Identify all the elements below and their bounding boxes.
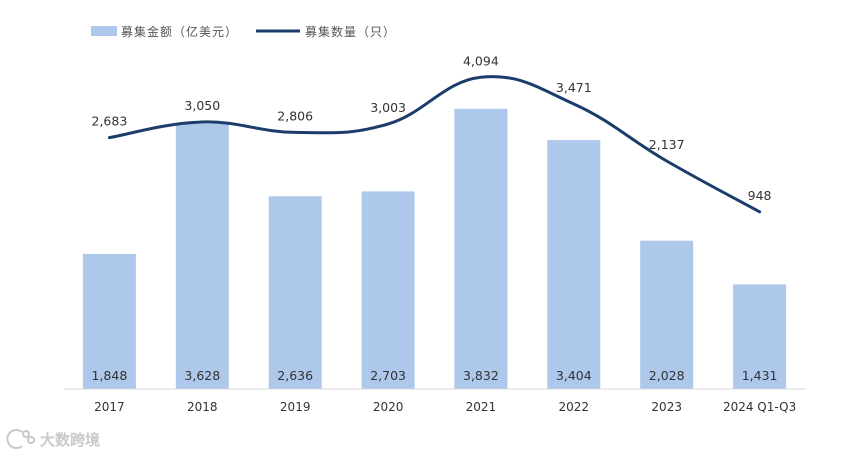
bar [175,123,229,390]
x-tick-label: 2020 [373,400,404,414]
watermark-logo: 大数跨境 [6,429,100,449]
bar [733,284,787,389]
x-tick-label: 2022 [559,400,590,414]
bar [82,253,136,389]
line-value-label: 2,806 [277,108,313,123]
x-tick-label: 2023 [651,400,682,414]
line-value-label: 2,683 [92,114,128,129]
x-tick-label: 2021 [466,400,497,414]
legend-line-label: 募集数量（只） [305,24,396,39]
line-series [107,75,762,214]
bar-data-labels: 1,848 3,628 2,636 2,703 3,832 3,404 2,028 1,431 [92,368,778,383]
bar-series [82,108,787,390]
bar-value-label: 3,404 [556,368,592,383]
bar-value-label: 1,431 [742,368,778,383]
bar-value-label: 3,628 [184,368,220,383]
line-value-label: 3,471 [556,80,592,95]
legend-bar-swatch [91,26,117,36]
x-tick-label: 2018 [187,400,218,414]
logo-text: 大数跨境 [40,431,100,449]
logo-icon [6,429,35,449]
line-value-label: 3,050 [184,98,220,113]
bar-value-label: 2,703 [370,368,406,383]
line-value-label: 3,003 [370,100,406,115]
bar-value-label: 2,636 [277,368,313,383]
line-value-label: 4,094 [463,53,499,68]
line-data-labels: 2,683 3,050 2,806 3,003 4,094 3,471 2,137 948 [92,53,772,203]
x-tick-label: 2019 [280,400,311,414]
line-value-label: 948 [748,188,772,203]
x-tick-label: 2017 [94,400,125,414]
bar [268,196,322,389]
legend-bar-label: 募集金额（亿美元） [121,24,238,39]
line-path [107,75,762,214]
bar-value-label: 1,848 [92,368,128,383]
x-axis-ticks: 2017 2018 2019 2020 2021 2022 2023 2024 Q1-Q3 [94,400,796,414]
line-value-label: 2,137 [649,137,685,152]
x-tick-label: 2024 Q1-Q3 [723,400,796,414]
bar [547,140,601,389]
bar-value-label: 2,028 [649,368,685,383]
bar-value-label: 3,832 [463,368,499,383]
bar [361,191,415,389]
bar [640,240,694,389]
bar [454,108,508,390]
legend: 募集金额（亿美元） 募集数量（只） [91,24,396,39]
